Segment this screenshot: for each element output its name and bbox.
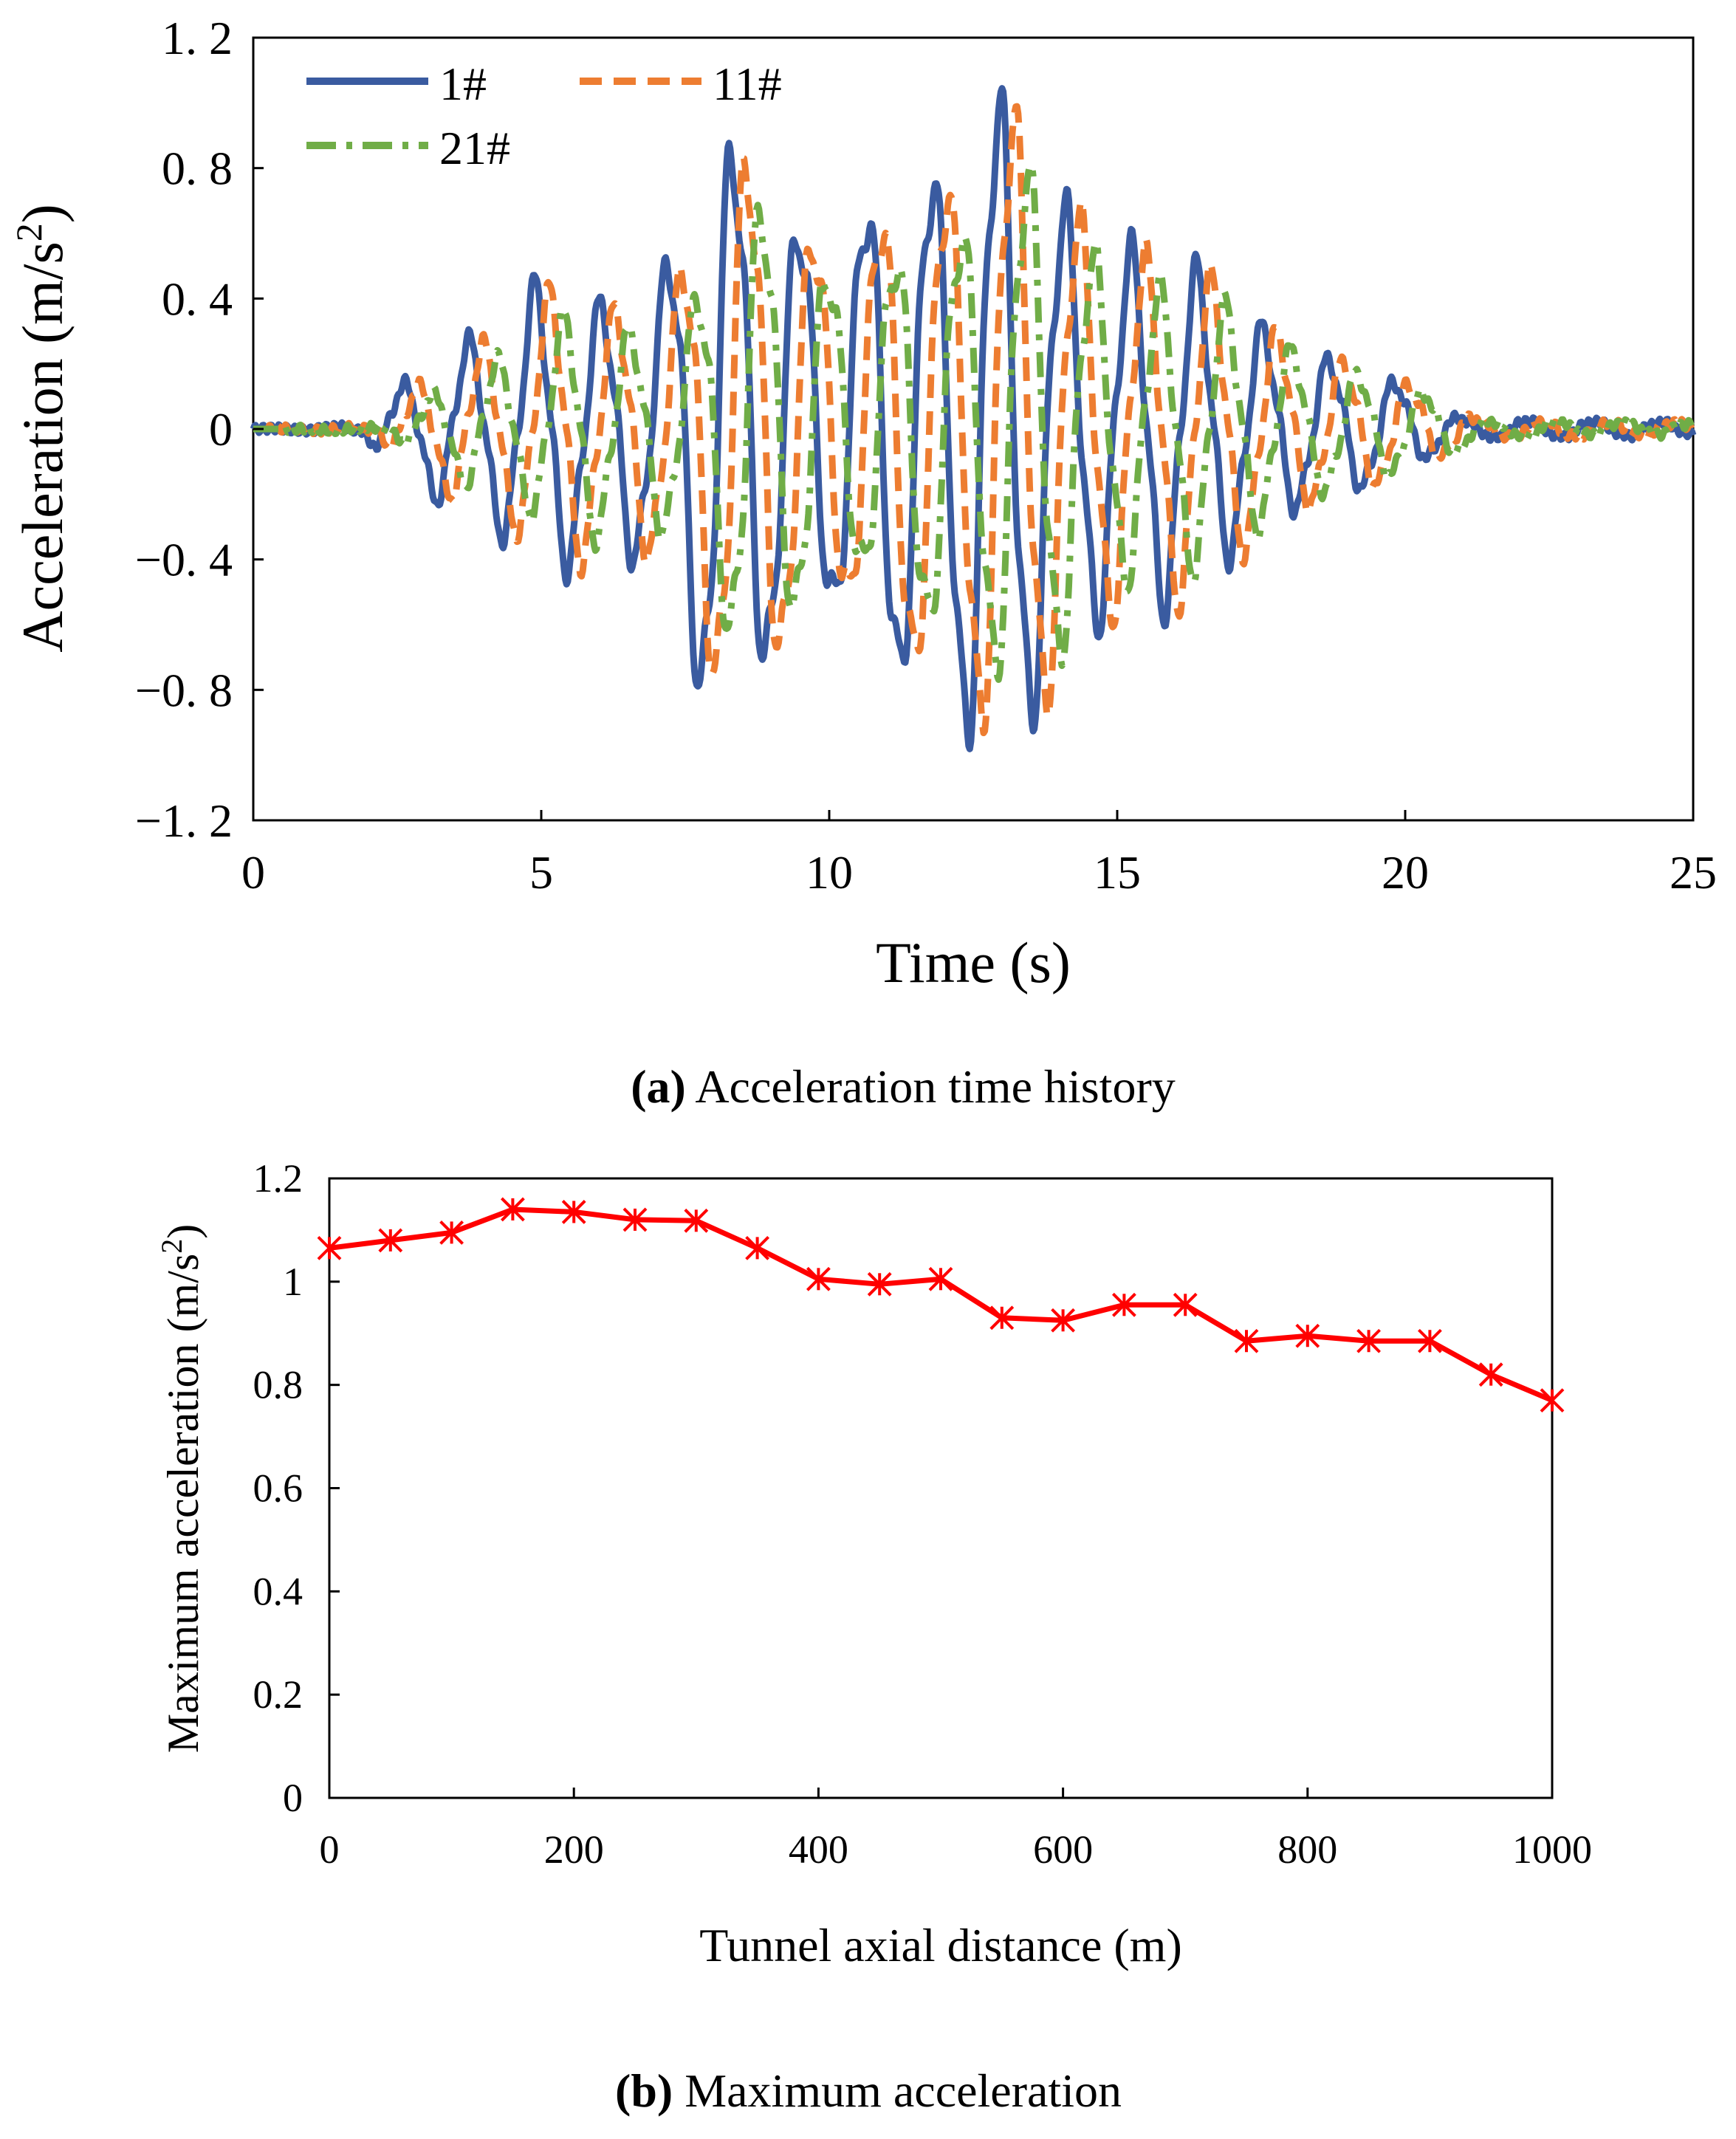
data-point-marker <box>439 1220 464 1245</box>
x-tick-labels-a: 0 5 10 15 20 25 <box>241 846 1717 899</box>
x-tick-label-b: 600 <box>1033 1827 1093 1872</box>
axis-ticks-a <box>252 36 1695 822</box>
x-tick-labels-b: 0 200 400 600 800 1000 <box>320 1827 1593 1872</box>
x-tick-label-b: 800 <box>1277 1827 1337 1872</box>
data-point-marker <box>1295 1323 1320 1348</box>
data-point-marker <box>500 1197 525 1222</box>
y-axis-label-b: Maximum acceleration (m/s2) <box>155 1224 208 1753</box>
caption-a: (a) Acceleration time history <box>631 1060 1176 1113</box>
caption-b: (b) Maximum acceleration <box>615 2064 1122 2117</box>
data-point-marker <box>989 1305 1015 1331</box>
data-point-marker <box>1356 1328 1382 1353</box>
data-point-marker <box>1417 1328 1442 1353</box>
caption-b-text: Maximum acceleration <box>673 2064 1122 2117</box>
y-tick-label-b: 1.2 <box>253 1156 303 1201</box>
x-tick-label-a: 5 <box>529 846 553 899</box>
data-point-marker <box>684 1208 709 1233</box>
data-point-marker <box>1051 1308 1076 1333</box>
series-group-b <box>317 1197 1565 1413</box>
x-tick-label-a: 20 <box>1382 846 1429 899</box>
y-axis-label-a: Acceleration (m/s2) <box>8 204 75 653</box>
data-point-marker <box>1173 1292 1198 1317</box>
chart-acceleration-time-history: 1. 20. 80. 40−0. 4−0. 8−1. 2 0 5 10 15 20 25 … <box>8 12 1717 1113</box>
x-tick-label-a: 25 <box>1670 846 1717 899</box>
y-tick-label-a: 0. 4 <box>162 272 233 325</box>
y-tick-label-b: 0.2 <box>253 1672 303 1717</box>
y-tick-label-a: 0 <box>209 403 233 456</box>
x-tick-label-a: 0 <box>241 846 265 899</box>
caption-b-label: (b) <box>615 2064 673 2117</box>
y-tick-label-a: −1. 2 <box>135 794 233 847</box>
data-point-marker <box>1478 1362 1503 1387</box>
data-point-marker <box>928 1266 953 1291</box>
x-axis-label-b: Tunnel axial distance (m) <box>699 1919 1182 1971</box>
data-point-marker <box>1540 1388 1565 1413</box>
caption-a-text: Acceleration time history <box>686 1060 1176 1113</box>
y-tick-label-a: 0. 8 <box>162 143 233 195</box>
series-line-1n <box>250 85 1697 752</box>
legend-label-21n: 21# <box>439 122 510 174</box>
data-point-marker <box>745 1235 770 1260</box>
y-tick-labels-a: 1. 2 0. 8 0. 4 0 −0. 4 −0. 8 −1. 2 <box>135 12 233 847</box>
x-tick-label-b: 1000 <box>1512 1827 1592 1872</box>
x-tick-label-b: 400 <box>789 1827 848 1872</box>
data-point-marker <box>1234 1328 1259 1353</box>
y-tick-label-a: −0. 8 <box>135 664 233 716</box>
y-tick-label-a: 1. 2 <box>162 12 233 64</box>
y-tick-label-b: 0.4 <box>253 1569 303 1613</box>
y-tick-label-a: −0. 4 <box>135 534 233 586</box>
series-group-a <box>250 85 1697 752</box>
data-point-marker <box>1111 1292 1136 1317</box>
x-tick-label-a: 15 <box>1094 846 1141 899</box>
y-tick-label-b: 0.6 <box>253 1466 303 1511</box>
y-tick-label-b: 1 <box>283 1260 303 1304</box>
data-point-marker <box>317 1235 342 1260</box>
y-tick-label-b: 0 <box>283 1776 303 1820</box>
caption-a-label: (a) <box>631 1060 686 1113</box>
data-point-marker <box>561 1200 586 1224</box>
x-axis-label-a: Time (s) <box>876 930 1071 995</box>
legend-label-11n: 11# <box>713 58 782 110</box>
x-tick-label-b: 0 <box>320 1827 340 1872</box>
data-point-marker <box>806 1266 831 1291</box>
y-tick-labels-b: 0 0.2 0.4 0.6 0.8 1 1.2 <box>253 1156 303 1820</box>
axis-ticks-b <box>328 1177 1554 1799</box>
series-line-21n <box>251 161 1695 683</box>
data-point-marker <box>622 1207 648 1232</box>
y-tick-label-b: 0.8 <box>253 1363 303 1407</box>
data-point-marker <box>378 1228 403 1253</box>
x-tick-label-b: 200 <box>544 1827 604 1872</box>
legend-a: 1# 11# 21# <box>306 58 782 174</box>
chart-maximum-acceleration: 0 0.2 0.4 0.6 0.8 1 1.2 0 200 400 600 800 1000 Tunn… <box>155 1156 1593 2117</box>
x-tick-label-a: 10 <box>806 846 853 899</box>
legend-label-1n: 1# <box>439 58 487 110</box>
data-point-marker <box>867 1271 892 1297</box>
